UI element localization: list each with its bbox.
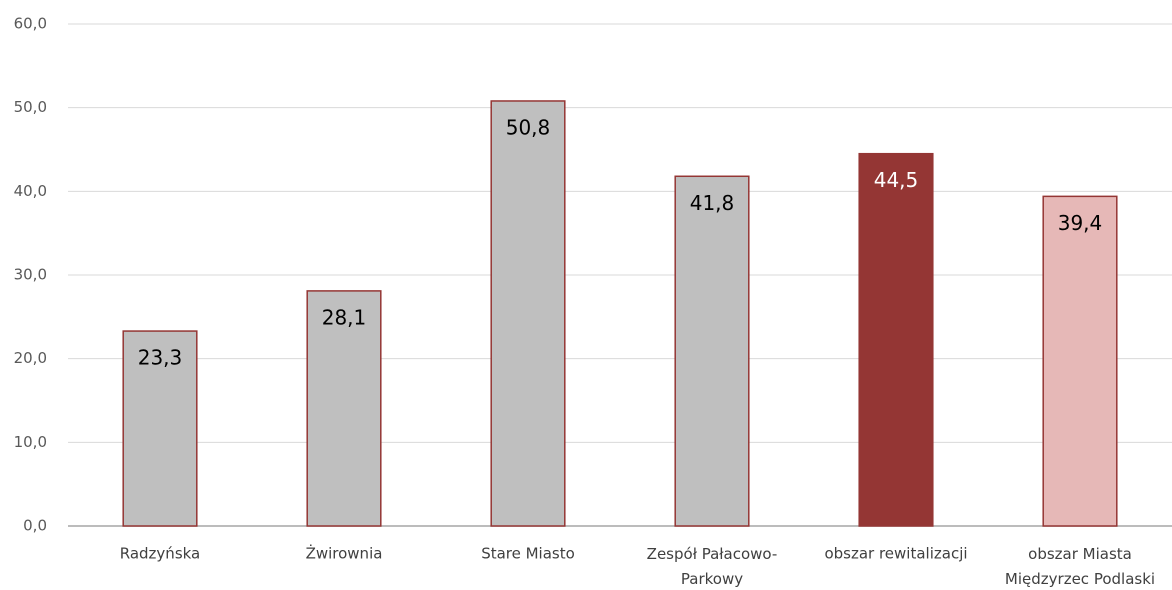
y-tick-label: 30,0 xyxy=(14,266,47,284)
x-tick-label: obszar Miasta Międzyrzec Podlaski xyxy=(1005,545,1155,588)
x-tick-label: Radzyńska xyxy=(120,545,201,563)
bar xyxy=(1042,195,1118,527)
y-tick-label: 0,0 xyxy=(23,517,47,535)
x-tick-label: obszar rewitalizacji xyxy=(824,545,967,563)
bar xyxy=(858,152,934,527)
y-tick-label: 60,0 xyxy=(14,15,47,33)
x-tick-label: Stare Miasto xyxy=(481,545,575,563)
value-label: 50,8 xyxy=(506,115,551,139)
value-label: 44,5 xyxy=(874,168,919,192)
bar xyxy=(674,175,750,527)
value-label: 41,8 xyxy=(690,191,735,215)
bar xyxy=(490,100,566,527)
value-label: 28,1 xyxy=(322,305,367,329)
y-tick-label: 50,0 xyxy=(14,98,47,116)
y-tick-label: 40,0 xyxy=(14,182,47,200)
bar xyxy=(306,290,382,527)
value-label: 23,3 xyxy=(138,346,183,370)
y-tick-label: 20,0 xyxy=(14,349,47,367)
value-label: 39,4 xyxy=(1058,211,1103,235)
x-tick-label: Zespół Pałacowo-Parkowy xyxy=(647,545,778,588)
y-tick-label: 10,0 xyxy=(14,433,47,451)
bar xyxy=(122,330,198,527)
x-tick-label: Żwirownia xyxy=(306,544,383,563)
